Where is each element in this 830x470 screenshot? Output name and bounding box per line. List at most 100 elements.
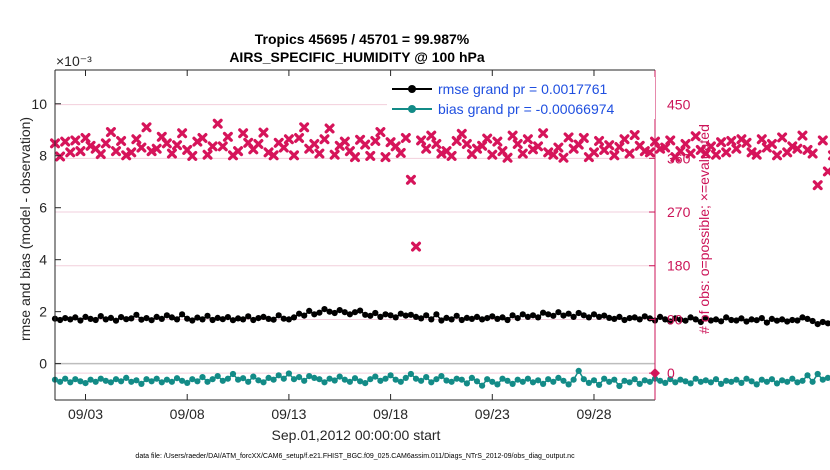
series-1-point-4 (72, 376, 79, 383)
x-tick-label-3: 09/18 (373, 406, 408, 422)
series-1-point-9 (97, 375, 104, 382)
series-1-point-60 (357, 378, 364, 385)
series-2-point-34 (222, 131, 233, 142)
series-0-point-49 (301, 312, 308, 319)
series-2-point-9 (95, 149, 106, 160)
series-2-point-112 (619, 134, 630, 145)
series-0-point-116 (641, 313, 648, 320)
series-2-point-3 (65, 147, 76, 158)
series-2-point-104 (578, 133, 589, 144)
series-0-point-7 (87, 315, 94, 322)
series-0-point-136 (743, 318, 750, 325)
series-2-point-22 (161, 138, 172, 149)
series-0-point-87 (494, 315, 501, 322)
series-2-point-23 (166, 148, 177, 159)
series-1-point-97 (545, 376, 552, 383)
series-1-point-78 (448, 378, 455, 385)
series-0-point-115 (636, 316, 643, 323)
series-0-point-100 (560, 312, 567, 319)
series-0-point-9 (97, 313, 104, 320)
series-0-point-132 (723, 314, 730, 321)
series-2-point-36 (233, 146, 244, 157)
series-1-point-135 (738, 379, 745, 386)
series-1-point-151 (819, 376, 826, 383)
series-2-point-37 (238, 128, 249, 139)
series-1-point-84 (479, 382, 486, 389)
legend-box (387, 77, 655, 119)
x-tick-label-0: 09/03 (68, 406, 103, 422)
series-2-point-89 (502, 152, 513, 163)
series-0-point-4 (72, 314, 79, 321)
x-tick-label-1: 09/08 (170, 406, 205, 422)
series-2-point-75 (431, 138, 442, 149)
series-2-point-85 (482, 133, 493, 144)
series-0-point-90 (509, 312, 516, 319)
series-1-point-109 (606, 378, 613, 385)
series-1-point-137 (748, 378, 755, 385)
series-2-point-46 (283, 134, 294, 145)
series-2-point-86 (487, 149, 498, 160)
series-1-point-52 (316, 376, 323, 383)
series-0-point-19 (148, 317, 155, 324)
series-1-point-22 (163, 376, 170, 383)
series-0-point-41 (260, 313, 267, 320)
series-1-point-103 (575, 367, 582, 374)
series-2-point-78 (446, 150, 457, 161)
series-0-point-42 (265, 315, 272, 322)
series-0-point-12 (112, 317, 120, 324)
series-2-point-54 (324, 123, 335, 134)
series-1-point-132 (723, 377, 730, 384)
series-2-point-48 (294, 133, 305, 144)
series-0-point-145 (789, 316, 796, 324)
series-2-point-96 (538, 128, 549, 139)
series-0-point-55 (331, 309, 338, 317)
series-0-point-139 (758, 315, 765, 322)
series-1-point-65 (382, 375, 389, 382)
series-2-point-49 (299, 122, 310, 133)
series-0-point-101 (565, 310, 572, 317)
series-0-point-2 (62, 315, 69, 322)
series-0-point-129 (707, 317, 715, 324)
series-2-point-151 (817, 135, 828, 146)
series-0-point-83 (473, 313, 481, 320)
series-2-point-17 (136, 142, 147, 153)
series-0-point-86 (489, 313, 496, 320)
series-1-point-32 (214, 373, 221, 380)
series-1-point-91 (514, 376, 521, 383)
series-0-point-108 (601, 312, 608, 319)
series-2-point-52 (314, 148, 325, 159)
series-0-point-120 (662, 316, 669, 323)
series-1-point-62 (367, 376, 374, 383)
series-0-point-23 (168, 314, 175, 321)
series-2-point-130 (711, 149, 722, 160)
series-1-point-76 (438, 373, 445, 380)
series-2-point-132 (721, 147, 732, 158)
series-1-point-150 (814, 370, 821, 378)
series-2-point-93 (522, 134, 533, 145)
series-1-point-51 (311, 374, 318, 381)
legend: rmse grand pr = 0.0017761 bias grand pr … (387, 77, 655, 119)
series-0-point-31 (209, 316, 216, 324)
series-1-point-81 (463, 380, 470, 387)
legend-entry-rmse: rmse grand pr = 0.0017761 (438, 81, 607, 97)
series-1-point-29 (199, 374, 206, 381)
series-1-point-61 (362, 380, 369, 387)
series-1-point-74 (428, 379, 435, 386)
series-2-point-117 (644, 147, 655, 158)
series-1-point-114 (631, 376, 638, 383)
series-0-point-38 (245, 313, 252, 320)
series-2-point-12 (111, 146, 122, 157)
series-1-point-147 (799, 377, 806, 384)
series-1-point-112 (621, 377, 628, 384)
series-1-point-1 (57, 378, 64, 385)
series-2-point-141 (766, 138, 777, 149)
y-tick-label-0: 0 (39, 356, 47, 372)
series-0-point-25 (179, 311, 186, 318)
series-2-point-10 (100, 138, 111, 149)
series-1-point-142 (773, 380, 781, 387)
series-1-point-125 (687, 380, 694, 387)
series-0-point-68 (397, 310, 404, 317)
series-1-point-19 (148, 378, 155, 385)
series-2-point-101 (563, 132, 574, 143)
series-0-point-47 (290, 314, 298, 321)
